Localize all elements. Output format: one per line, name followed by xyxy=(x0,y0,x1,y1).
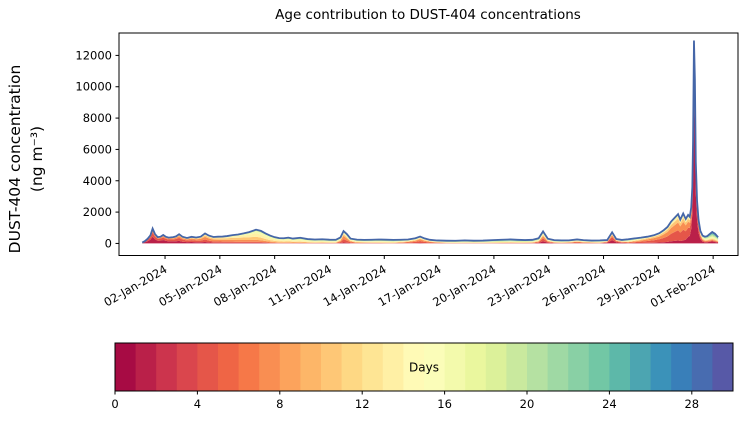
colorbar-segment xyxy=(238,343,260,391)
x-axis-ticks: 02-Jan-202405-Jan-202408-Jan-202411-Jan-… xyxy=(101,255,718,310)
colorbar-segment xyxy=(218,343,239,391)
total-concentration-line xyxy=(141,40,719,244)
colorbar-segment xyxy=(465,343,487,391)
chart-title: Age contribution to DUST-404 concentrati… xyxy=(275,7,581,23)
colorbar-segment xyxy=(506,343,528,391)
colorbar-segment xyxy=(362,343,384,391)
colorbar-tick-label: 28 xyxy=(684,397,699,411)
colorbar-tick-label: 24 xyxy=(602,397,617,411)
y-tick-label: 10000 xyxy=(75,80,112,94)
colorbar-segment xyxy=(321,343,342,391)
colorbar-segment xyxy=(671,343,693,391)
age-band-area-12-15-days xyxy=(142,46,719,243)
age-band-area-18-21-days xyxy=(142,42,719,243)
y-tick-label: 8000 xyxy=(83,111,112,125)
age-band-area-3-6-days xyxy=(142,68,719,244)
colorbar-segment xyxy=(279,343,301,391)
stacked-area-layers xyxy=(142,40,719,244)
age-band-area-9-12-days xyxy=(142,50,719,243)
colorbar-segment xyxy=(568,343,590,391)
colorbar-tick-label: 12 xyxy=(355,397,370,411)
colorbar-segment xyxy=(300,343,322,391)
colorbar-segment xyxy=(712,343,734,391)
colorbar-ticks: 0 4 8 12 16 20 24 28 xyxy=(111,391,699,411)
colorbar-segment xyxy=(650,343,672,391)
colorbar-segment xyxy=(382,343,404,391)
colorbar-segment xyxy=(176,343,198,391)
y-axis-units-label: (ng m⁻³) xyxy=(28,126,46,192)
colorbar-tick-label: 20 xyxy=(520,397,535,411)
colorbar-segment xyxy=(197,343,219,391)
colorbar-segment xyxy=(403,343,425,391)
y-tick-label: 2000 xyxy=(83,205,112,219)
colorbar-segment xyxy=(259,343,281,391)
age-band-area-27-30-days xyxy=(142,40,719,243)
y-tick-label: 4000 xyxy=(83,174,112,188)
colorbar-tick-label: 4 xyxy=(194,397,201,411)
y-tick-label: 6000 xyxy=(83,142,112,156)
colorbar-segment xyxy=(115,343,136,391)
age-colorbar xyxy=(115,343,734,391)
colorbar-segment xyxy=(547,343,569,391)
colorbar-tick-label: 16 xyxy=(437,397,452,411)
y-axis-label: DUST-404 concentration xyxy=(6,65,24,254)
colorbar-frame xyxy=(114,342,734,392)
colorbar-tick-label: 0 xyxy=(111,397,118,411)
colorbar-segment xyxy=(630,343,651,391)
colorbar-segment xyxy=(527,343,548,391)
age-band-area-15-18-days xyxy=(142,44,719,243)
y-tick-label: 12000 xyxy=(75,48,112,62)
colorbar-segment xyxy=(341,343,363,391)
colorbar-segment xyxy=(609,343,631,391)
colorbar-segment xyxy=(588,343,610,391)
age-band-area-21-24-days xyxy=(142,41,719,243)
colorbar-label: Days xyxy=(409,361,439,375)
colorbar-segment xyxy=(156,343,178,391)
age-band-area-24-27-days xyxy=(142,40,719,243)
plot-frame xyxy=(118,32,739,256)
colorbar-segment xyxy=(691,343,713,391)
colorbar-tick-label: 8 xyxy=(276,397,283,411)
colorbar-segment xyxy=(485,343,507,391)
age-band-area-6-9-days xyxy=(142,56,719,244)
y-tick-label: 0 xyxy=(105,236,112,250)
colorbar-segment xyxy=(135,343,157,391)
age-band-area-0-3-days xyxy=(142,97,719,244)
colorbar-segment xyxy=(444,343,466,391)
y-axis-ticks: 0 2000 4000 6000 8000 10000 12000 xyxy=(75,48,119,250)
colorbar-segment xyxy=(424,343,445,391)
